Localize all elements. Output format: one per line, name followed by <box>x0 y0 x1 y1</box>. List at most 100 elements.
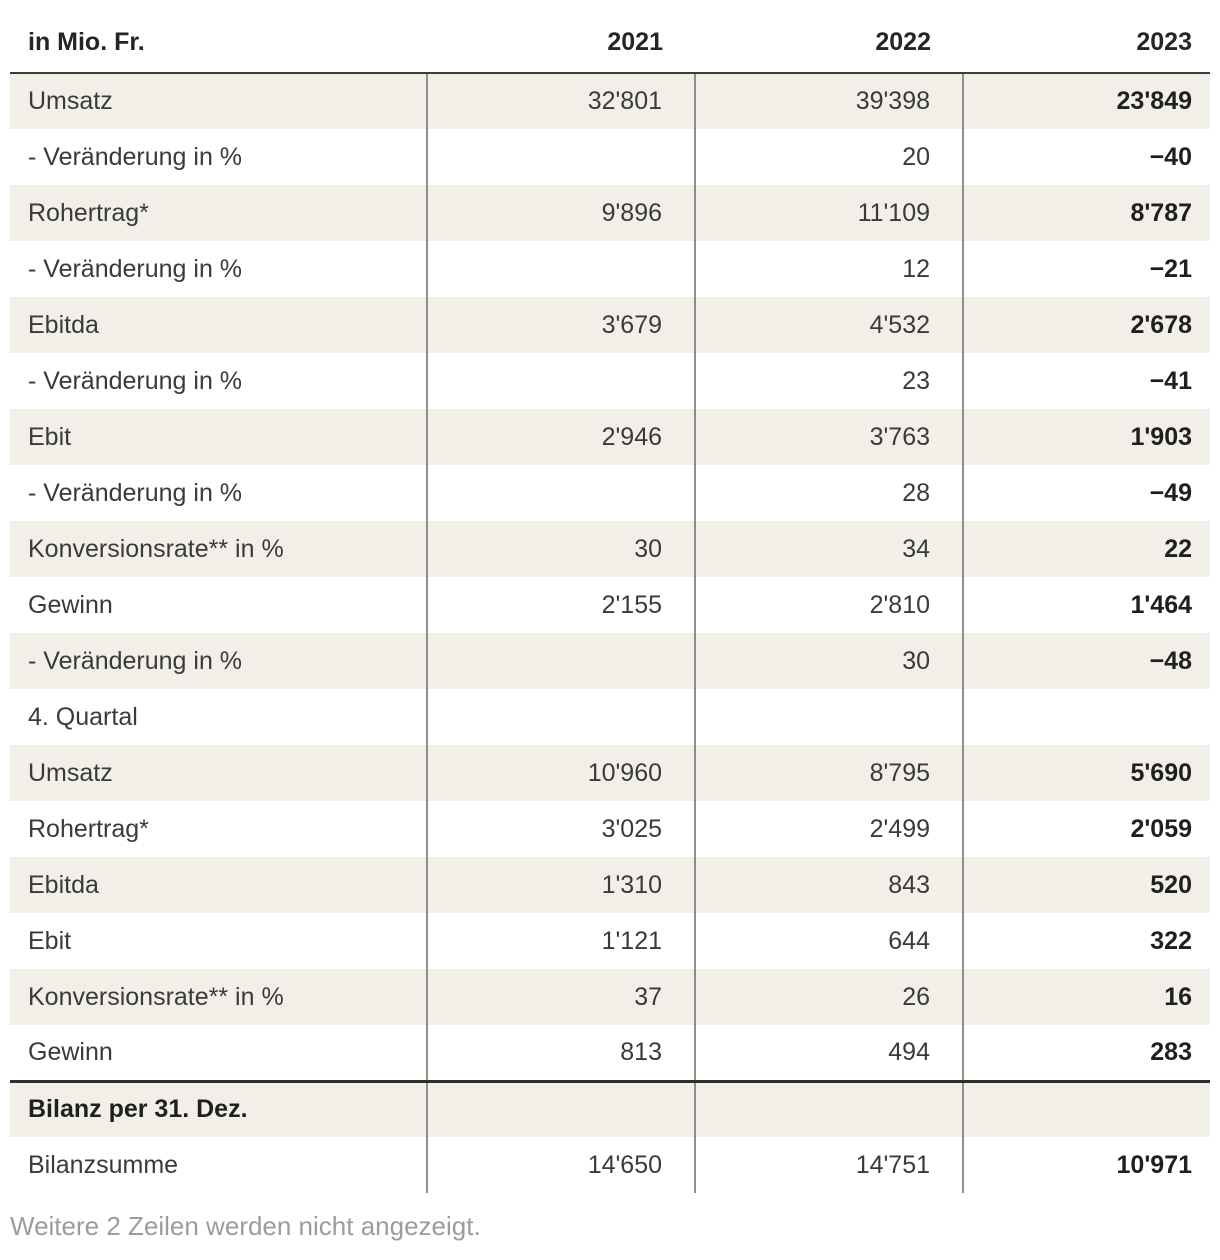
value-cell-2023: 2'059 <box>962 801 1210 857</box>
value-cell-2023: 5'690 <box>962 745 1210 801</box>
row-label-cell: Bilanzsumme <box>28 1150 179 1179</box>
table-row: Bilanzsumme 14'650 14'751 10'971 <box>10 1137 1210 1193</box>
table-row: Ebitda 1'310 843 520 <box>10 857 1210 913</box>
row-label-cell: Ebitda <box>28 310 99 339</box>
row-label-cell: Ebit <box>28 926 72 955</box>
value-cell-2023: −21 <box>962 241 1210 297</box>
value-cell-2023: −41 <box>962 353 1210 409</box>
value-cell-2023: 322 <box>962 913 1210 969</box>
table-row: - Veränderung in % 20 −40 <box>10 129 1210 185</box>
table-row: Gewinn 813 494 283 <box>10 1025 1210 1081</box>
value-cell-2021: 1'310 <box>426 857 695 913</box>
value-cell-2022: 30 <box>694 633 963 689</box>
table-row: Konversionsrate** in % 30 34 22 <box>10 521 1210 577</box>
value-cell-2021: 2'155 <box>426 577 695 633</box>
table-row: Ebitda 3'679 4'532 2'678 <box>10 297 1210 353</box>
value-cell-2023: −49 <box>962 465 1210 521</box>
row-label-cell: Gewinn <box>28 590 113 619</box>
value-cell-2022: 3'763 <box>694 409 963 465</box>
value-cell-2022: 494 <box>694 1025 963 1081</box>
value-cell-2021 <box>426 241 695 297</box>
value-cell-2022: 2'810 <box>694 577 963 633</box>
value-cell-2021 <box>426 465 695 521</box>
value-cell-2023: 1'903 <box>962 409 1210 465</box>
value-cell-2021: 2'946 <box>426 409 695 465</box>
value-cell-2023 <box>962 689 1210 745</box>
table-row: Umsatz 10'960 8'795 5'690 <box>10 745 1210 801</box>
row-label-cell: Konversionsrate** in % <box>28 534 284 563</box>
table-row: Bilanz per 31. Dez. <box>10 1079 1210 1137</box>
row-label-cell: Umsatz <box>28 758 113 787</box>
value-cell-2021: 14'650 <box>426 1137 695 1193</box>
table-row: Ebit 2'946 3'763 1'903 <box>10 409 1210 465</box>
value-cell-2022: 11'109 <box>694 185 963 241</box>
table-row: 4. Quartal <box>10 689 1210 745</box>
value-cell-2023: −40 <box>962 129 1210 185</box>
value-cell-2021: 1'121 <box>426 913 695 969</box>
unit-label-header: in Mio. Fr. <box>10 0 427 74</box>
value-cell-2022: 14'751 <box>694 1137 963 1193</box>
table-row: Rohertrag* 3'025 2'499 2'059 <box>10 801 1210 857</box>
table-row: - Veränderung in % 23 −41 <box>10 353 1210 409</box>
header-row: in Mio. Fr. 2021 2022 2023 <box>10 0 1210 74</box>
value-cell-2021 <box>426 353 695 409</box>
row-label-cell: Konversionsrate** in % <box>28 982 284 1011</box>
row-label-cell: Bilanz per 31. Dez. <box>10 1079 427 1137</box>
value-cell-2021: 813 <box>426 1025 695 1081</box>
table-row: Gewinn 2'155 2'810 1'464 <box>10 577 1210 633</box>
table-header: in Mio. Fr. 2021 2022 2023 <box>10 0 1210 74</box>
year-header-2023: 2023 <box>963 0 1210 74</box>
value-cell-2022: 39'398 <box>694 73 963 129</box>
table-body: Umsatz 32'801 39'398 23'849 - Veränderun… <box>10 73 1210 1193</box>
value-cell-2023: 16 <box>962 969 1210 1025</box>
value-cell-2021 <box>426 689 695 745</box>
row-label-cell: - Veränderung in % <box>28 142 243 171</box>
table-row: Ebit 1'121 644 322 <box>10 913 1210 969</box>
row-label-cell: - Veränderung in % <box>28 646 243 675</box>
table-row: - Veränderung in % 12 −21 <box>10 241 1210 297</box>
table-row: Konversionsrate** in % 37 26 16 <box>10 969 1210 1025</box>
value-cell-2023: 283 <box>962 1025 1210 1081</box>
value-cell-2021: 37 <box>426 969 695 1025</box>
value-cell-2023: −48 <box>962 633 1210 689</box>
value-cell-2022: 2'499 <box>694 801 963 857</box>
value-cell-2023: 10'971 <box>962 1137 1210 1193</box>
value-cell-2023: 23'849 <box>962 73 1210 129</box>
row-label-cell: - Veränderung in % <box>28 366 243 395</box>
value-cell-2022: 843 <box>694 857 963 913</box>
value-cell-2022: 28 <box>694 465 963 521</box>
financial-results-table: in Mio. Fr. 2021 2022 2023 Umsatz 32'801… <box>10 0 1210 1193</box>
value-cell-2023: 22 <box>962 521 1210 577</box>
value-cell-2022 <box>694 1079 963 1137</box>
row-label-cell: Ebit <box>28 422 72 451</box>
truncation-note: Weitere 2 Zeilen werden nicht angezeigt. <box>10 1211 481 1241</box>
year-header-2022: 2022 <box>695 0 963 74</box>
row-label-cell: Gewinn <box>28 1037 113 1066</box>
table-row: Rohertrag* 9'896 11'109 8'787 <box>10 185 1210 241</box>
row-label-cell: - Veränderung in % <box>28 478 243 507</box>
value-cell-2022 <box>694 689 963 745</box>
row-label-cell: - Veränderung in % <box>28 254 243 283</box>
value-cell-2023: 520 <box>962 857 1210 913</box>
value-cell-2023 <box>962 1079 1210 1137</box>
value-cell-2023: 8'787 <box>962 185 1210 241</box>
row-label-cell: Ebitda <box>28 870 99 899</box>
table-row: Umsatz 32'801 39'398 23'849 <box>10 73 1210 129</box>
value-cell-2021: 32'801 <box>426 73 695 129</box>
value-cell-2022: 20 <box>694 129 963 185</box>
row-label-cell: Rohertrag* <box>28 814 149 843</box>
year-header-2021: 2021 <box>427 0 695 74</box>
value-cell-2022: 23 <box>694 353 963 409</box>
value-cell-2021: 3'679 <box>426 297 695 353</box>
value-cell-2021 <box>426 129 695 185</box>
row-label-cell: Rohertrag* <box>28 198 149 227</box>
value-cell-2022: 8'795 <box>694 745 963 801</box>
value-cell-2021: 3'025 <box>426 801 695 857</box>
value-cell-2022: 4'532 <box>694 297 963 353</box>
value-cell-2022: 34 <box>694 521 963 577</box>
value-cell-2022: 12 <box>694 241 963 297</box>
value-cell-2021: 10'960 <box>426 745 695 801</box>
row-label-cell: Umsatz <box>28 87 113 115</box>
value-cell-2021 <box>426 633 695 689</box>
